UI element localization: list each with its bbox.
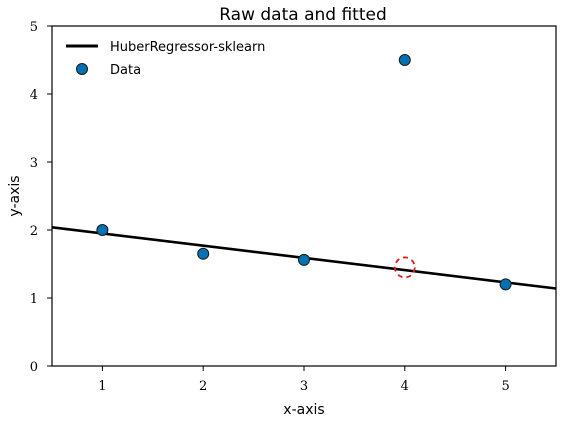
x-tick-label: 4	[401, 379, 409, 394]
x-axis-label: x-axis	[283, 402, 324, 418]
legend-swatch-marker	[76, 63, 88, 75]
outlier-marker-circle	[393, 256, 416, 279]
x-tick-label: 1	[98, 379, 106, 394]
chart-title: Raw data and fitted	[219, 5, 387, 25]
legend-label-data: Data	[110, 63, 141, 78]
data-point	[197, 247, 210, 260]
y-tick-label: 5	[30, 20, 38, 35]
y-tick-label: 1	[30, 292, 38, 307]
chart-marks	[51, 54, 557, 291]
legend: HuberRegressor-sklearn Data	[58, 33, 278, 81]
legend-box	[58, 33, 278, 81]
y-tick-label: 4	[30, 88, 38, 103]
y-tick-label: 0	[30, 360, 38, 375]
x-tick-label: 3	[300, 379, 308, 394]
legend-label-line: HuberRegressor-sklearn	[110, 40, 265, 55]
data-point	[298, 253, 310, 266]
y-tick-label: 2	[30, 224, 38, 239]
x-tick-label: 5	[501, 379, 509, 394]
data-point	[398, 54, 411, 66]
y-axis-label: y-axis	[7, 175, 23, 216]
y-tick-label: 3	[30, 156, 38, 171]
data-point	[499, 278, 512, 291]
axis-ticks: 1 2 3 4 5 0 1 2 3 4 5	[30, 20, 510, 394]
data-point	[96, 224, 109, 236]
x-tick-label: 2	[199, 379, 207, 394]
